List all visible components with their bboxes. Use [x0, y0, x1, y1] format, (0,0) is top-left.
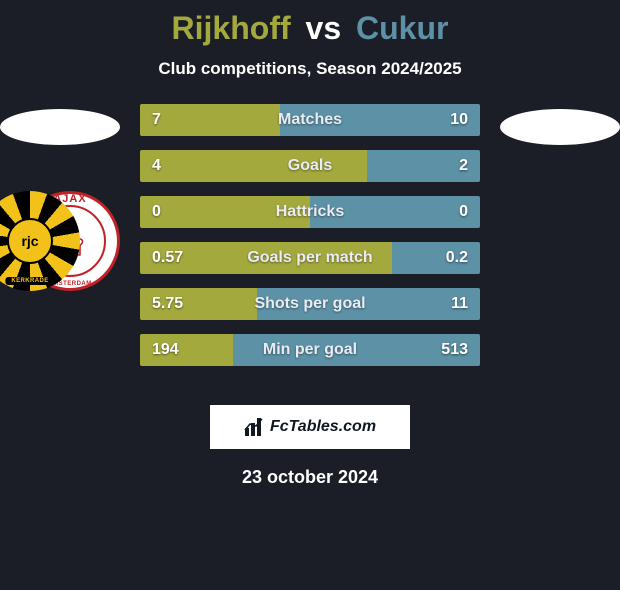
date-text: 23 october 2024: [0, 467, 620, 488]
stat-bar-right-seg: [367, 150, 480, 182]
stat-bar-left-seg: [140, 288, 257, 320]
stat-bar: Goals per match0.570.2: [140, 242, 480, 274]
stat-bar: Shots per goal5.7511: [140, 288, 480, 320]
brand-text: FcTables.com: [270, 418, 376, 436]
stat-bar-right-seg: [392, 242, 480, 274]
stat-bar-right-seg: [233, 334, 480, 366]
player2-name: Cukur: [356, 10, 448, 46]
stat-bar-right-seg: [310, 196, 480, 228]
player2-oval: [500, 109, 620, 145]
player1-oval: [0, 109, 120, 145]
comparison-title: Rijkhoff vs Cukur: [0, 10, 620, 47]
comparison-stage: AJAX AMSTERDAM rjc KERKRADE Matches710Go…: [0, 99, 620, 389]
player1-name: Rijkhoff: [172, 10, 291, 46]
brand-chart-icon: [244, 417, 264, 437]
stat-bar-left-seg: [140, 334, 233, 366]
stat-bar-right-seg: [257, 288, 480, 320]
stat-bar-left-seg: [140, 150, 367, 182]
stat-bar: Matches710: [140, 104, 480, 136]
stat-bar-left-seg: [140, 196, 310, 228]
stat-bar-left-seg: [140, 104, 280, 136]
roda-center-text: rjc: [7, 218, 53, 264]
stat-bar-right-seg: [280, 104, 480, 136]
subtitle: Club competitions, Season 2024/2025: [0, 59, 620, 79]
stat-bar: Min per goal194513: [140, 334, 480, 366]
brand-box: FcTables.com: [210, 405, 410, 449]
roda-ribbon-text: KERKRADE: [5, 277, 54, 285]
stat-bar: Goals42: [140, 150, 480, 182]
vs-text: vs: [306, 10, 342, 46]
stat-bars: Matches710 Goals42 Hattricks00 Goals per ma…: [140, 104, 480, 380]
stat-bar-left-seg: [140, 242, 392, 274]
stat-bar: Hattricks00: [140, 196, 480, 228]
